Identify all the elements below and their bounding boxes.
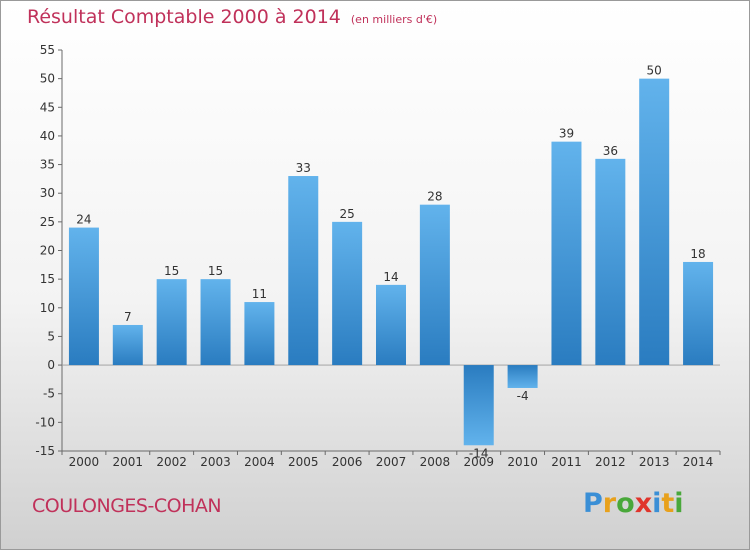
x-tick-label: 2004 xyxy=(244,455,275,469)
bar-2008 xyxy=(419,204,450,366)
y-tick-label: 25 xyxy=(40,215,55,229)
commune-name: COULONGES-COHAN xyxy=(32,495,222,517)
logo-letter: o xyxy=(616,488,635,519)
x-tick-label: 2005 xyxy=(288,455,319,469)
logo-letter: P xyxy=(583,488,603,519)
y-tick-label: 20 xyxy=(40,244,55,258)
bar-2007 xyxy=(376,284,406,366)
x-tick-label: 2006 xyxy=(332,455,363,469)
bar-2011 xyxy=(551,141,582,366)
x-tick-label: 2009 xyxy=(463,455,494,469)
y-tick-label: 50 xyxy=(40,72,55,86)
bar-2013 xyxy=(639,78,670,366)
data-label: -14 xyxy=(469,446,489,460)
x-tick-label: 2013 xyxy=(639,455,670,469)
data-label: 15 xyxy=(164,264,179,278)
data-label: 39 xyxy=(559,127,574,141)
y-tick-label: 35 xyxy=(40,158,55,172)
logo-letter: i xyxy=(652,488,662,519)
data-label: 28 xyxy=(427,190,442,204)
x-tick-label: 2008 xyxy=(420,455,451,469)
data-label: 11 xyxy=(252,287,267,301)
logo-letter: i xyxy=(674,488,684,519)
y-tick-label: 10 xyxy=(40,301,55,315)
x-tick-label: 2010 xyxy=(507,455,538,469)
bar-2009 xyxy=(463,365,494,446)
x-tick-label: 2011 xyxy=(551,455,582,469)
data-label: 50 xyxy=(647,64,662,78)
y-tick-label: -15 xyxy=(35,444,55,458)
bar-2012 xyxy=(595,158,626,366)
y-tick-label: 15 xyxy=(40,272,55,286)
logo-letter: t xyxy=(661,488,675,519)
bar-2002 xyxy=(156,279,187,366)
logo-letter: r xyxy=(602,488,617,519)
y-tick-label: 55 xyxy=(40,43,55,57)
chart-title-text: Résultat Comptable 2000 à 2014 xyxy=(27,6,341,28)
y-tick-label: 5 xyxy=(47,329,55,343)
bar-2000 xyxy=(68,227,99,366)
x-tick-label: 2014 xyxy=(683,455,714,469)
y-tick-label: 0 xyxy=(47,358,55,372)
y-tick-label: -10 xyxy=(35,415,55,429)
bar-2003 xyxy=(200,279,231,366)
proxiti-logo: Proxiti xyxy=(583,488,684,519)
y-tick-label: -5 xyxy=(43,387,55,401)
logo-letter: x xyxy=(634,488,653,519)
y-tick-label: 45 xyxy=(40,100,55,114)
data-label: 33 xyxy=(296,161,311,175)
data-label: 24 xyxy=(76,213,91,227)
data-label: -4 xyxy=(517,389,529,403)
bar-2005 xyxy=(288,176,319,366)
y-tick-label: 30 xyxy=(40,186,55,200)
data-label: 36 xyxy=(603,144,618,158)
data-label: 7 xyxy=(124,310,132,324)
x-tick-label: 2007 xyxy=(376,455,407,469)
bar-2010 xyxy=(507,365,538,388)
chart-unit: (en milliers d'€) xyxy=(350,13,438,26)
y-tick-label: 40 xyxy=(40,129,55,143)
data-label: 15 xyxy=(208,264,223,278)
data-label: 18 xyxy=(690,247,705,261)
x-tick-label: 2003 xyxy=(200,455,231,469)
x-tick-label: 2000 xyxy=(69,455,100,469)
data-label: 14 xyxy=(383,270,398,284)
bar-2004 xyxy=(244,302,275,366)
bar-2006 xyxy=(332,221,363,366)
x-tick-label: 2012 xyxy=(595,455,626,469)
chart-title: Résultat Comptable 2000 à 2014 (en millie… xyxy=(27,6,437,28)
x-tick-label: 2002 xyxy=(156,455,187,469)
bar-2001 xyxy=(112,324,143,366)
data-label: 25 xyxy=(339,207,354,221)
bar-2014 xyxy=(683,261,714,366)
x-tick-label: 2001 xyxy=(113,455,144,469)
